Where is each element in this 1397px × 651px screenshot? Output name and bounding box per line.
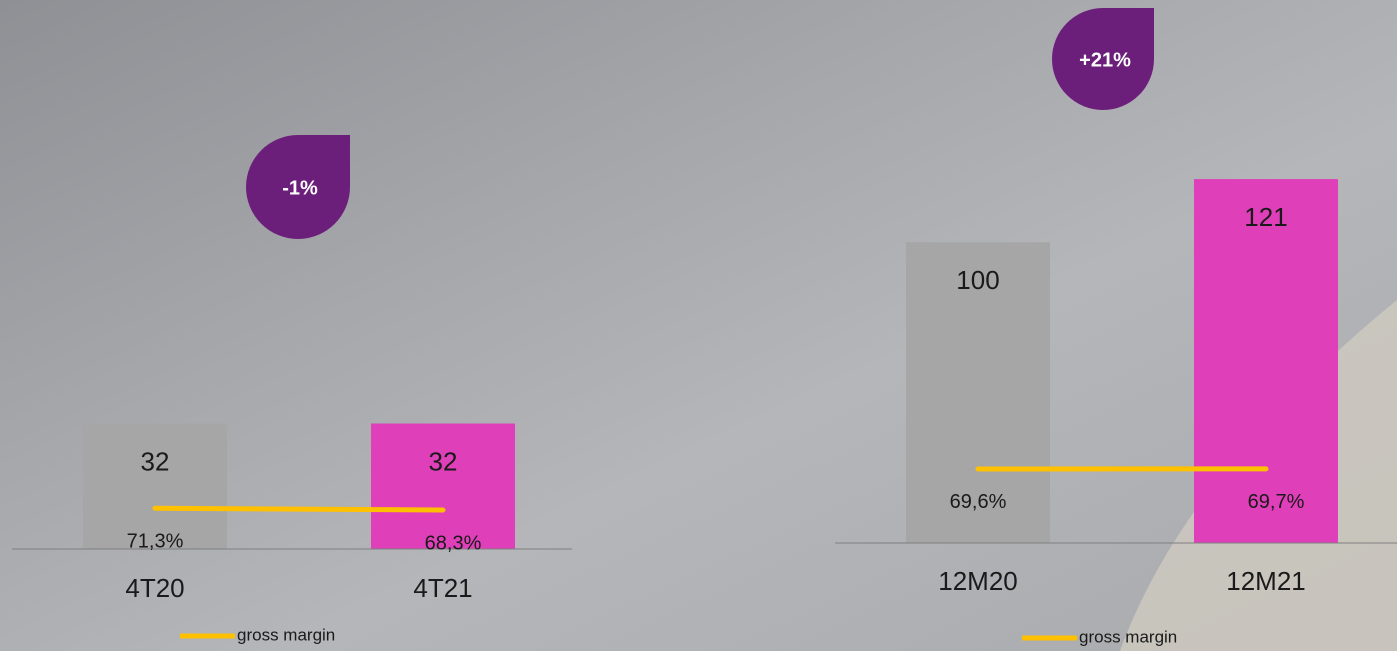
margin-label: 71,3% xyxy=(127,531,184,553)
x-tick-label: 4T21 xyxy=(413,573,472,603)
bar xyxy=(1194,179,1338,544)
bar-value-label: 100 xyxy=(956,265,999,295)
margin-label: 69,7% xyxy=(1248,491,1305,513)
legend-label: gross margin xyxy=(237,625,335,644)
legend-label: gross margin xyxy=(1079,627,1177,646)
bar-value-label: 32 xyxy=(429,446,458,476)
x-tick-label: 12M21 xyxy=(1226,566,1306,596)
annotation-bubble xyxy=(1052,8,1154,110)
annotation-label: +21% xyxy=(1079,49,1131,71)
bar xyxy=(371,423,515,549)
margin-label: 69,6% xyxy=(950,491,1007,513)
bar-value-label: 32 xyxy=(141,446,170,476)
margin-label: 68,3% xyxy=(425,532,482,554)
bar xyxy=(906,242,1050,544)
margin-line xyxy=(152,505,446,513)
bar xyxy=(83,423,227,549)
annotation-label: -1% xyxy=(282,177,318,199)
annotation-bubble xyxy=(246,135,350,239)
bar-value-label: 121 xyxy=(1244,202,1287,232)
x-tick-label: 12M20 xyxy=(938,566,1018,596)
x-tick-label: 4T20 xyxy=(125,573,184,603)
